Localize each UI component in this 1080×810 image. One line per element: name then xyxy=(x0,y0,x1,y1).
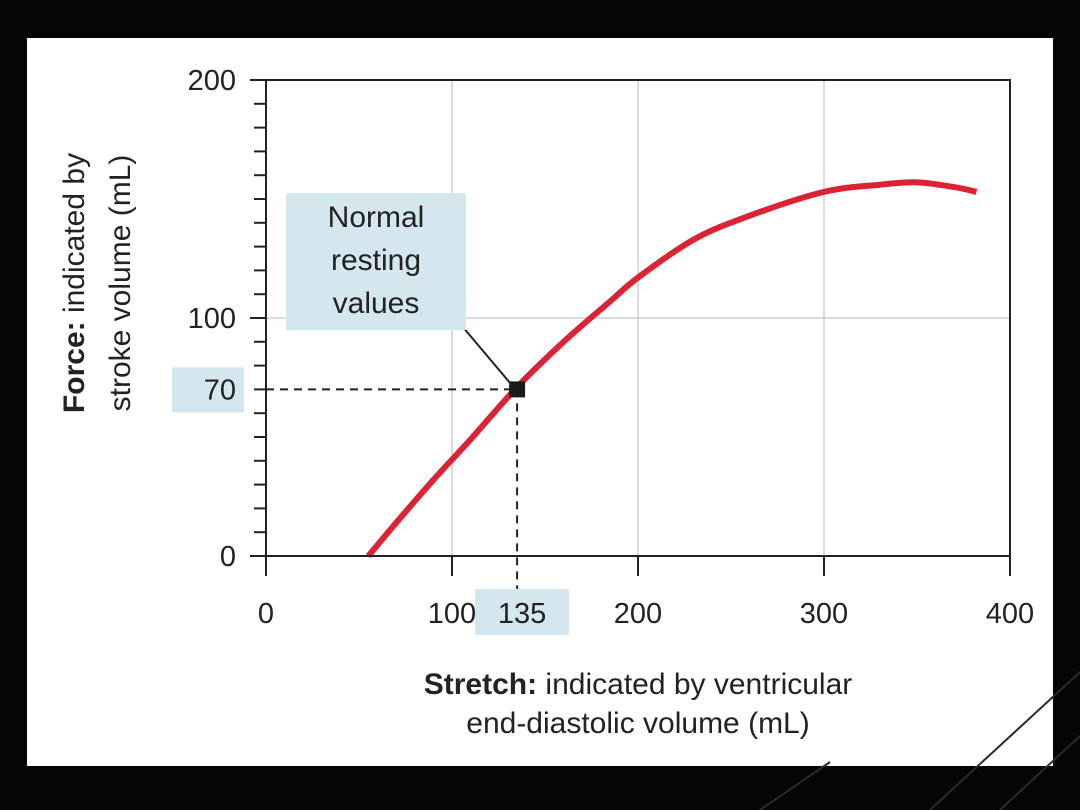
y-axis-title-rest: indicated by xyxy=(58,153,91,321)
y-tick-highlight-box xyxy=(172,367,244,413)
x-tick-label: 200 xyxy=(614,598,662,630)
guide-layer xyxy=(266,388,519,590)
label-layer: 0 70 100 200 0 100 135 200 300 400 xyxy=(172,65,1034,635)
callout-box xyxy=(286,193,466,330)
y-axis-title-bold: Force: xyxy=(58,321,91,413)
y-axis-title-line2: stroke volume (mL) xyxy=(104,155,137,412)
callout-leader-line xyxy=(461,325,513,387)
resting-point-marker xyxy=(509,381,526,398)
x-axis-title-line1: Stretch: indicated by ventricular xyxy=(424,668,853,701)
y-axis-title-line1: Force: indicated by xyxy=(58,153,91,413)
x-tick-label: 135 xyxy=(498,598,546,630)
series-line-0 xyxy=(365,179,978,558)
x-axis-title-bold: Stretch: xyxy=(424,668,537,701)
x-tick-label: 100 xyxy=(428,598,476,630)
callout-text-line: values xyxy=(333,287,420,320)
x-tick-label: 300 xyxy=(800,598,848,630)
callout-text-line: Normal xyxy=(328,201,425,234)
plot-frame xyxy=(265,79,1011,557)
curve-layer xyxy=(365,179,978,558)
annotation-layer: Normal resting values xyxy=(286,193,526,398)
plot-border xyxy=(265,79,1011,557)
x-tick-highlight-box xyxy=(475,589,570,635)
x-tick-label: 0 xyxy=(258,598,274,630)
y-tick-label: 70 xyxy=(204,374,236,406)
callout-text-line: resting xyxy=(331,244,421,277)
x-axis-title-rest: indicated by ventricular xyxy=(537,668,852,701)
y-tick-label: 0 xyxy=(220,541,236,573)
y-tick-label: 200 xyxy=(188,65,236,97)
y-tick-label: 100 xyxy=(188,303,236,335)
tick-layer xyxy=(250,79,1011,576)
x-axis-title-line2: end-diastolic volume (mL) xyxy=(466,707,809,740)
x-tick-label: 400 xyxy=(986,598,1034,630)
